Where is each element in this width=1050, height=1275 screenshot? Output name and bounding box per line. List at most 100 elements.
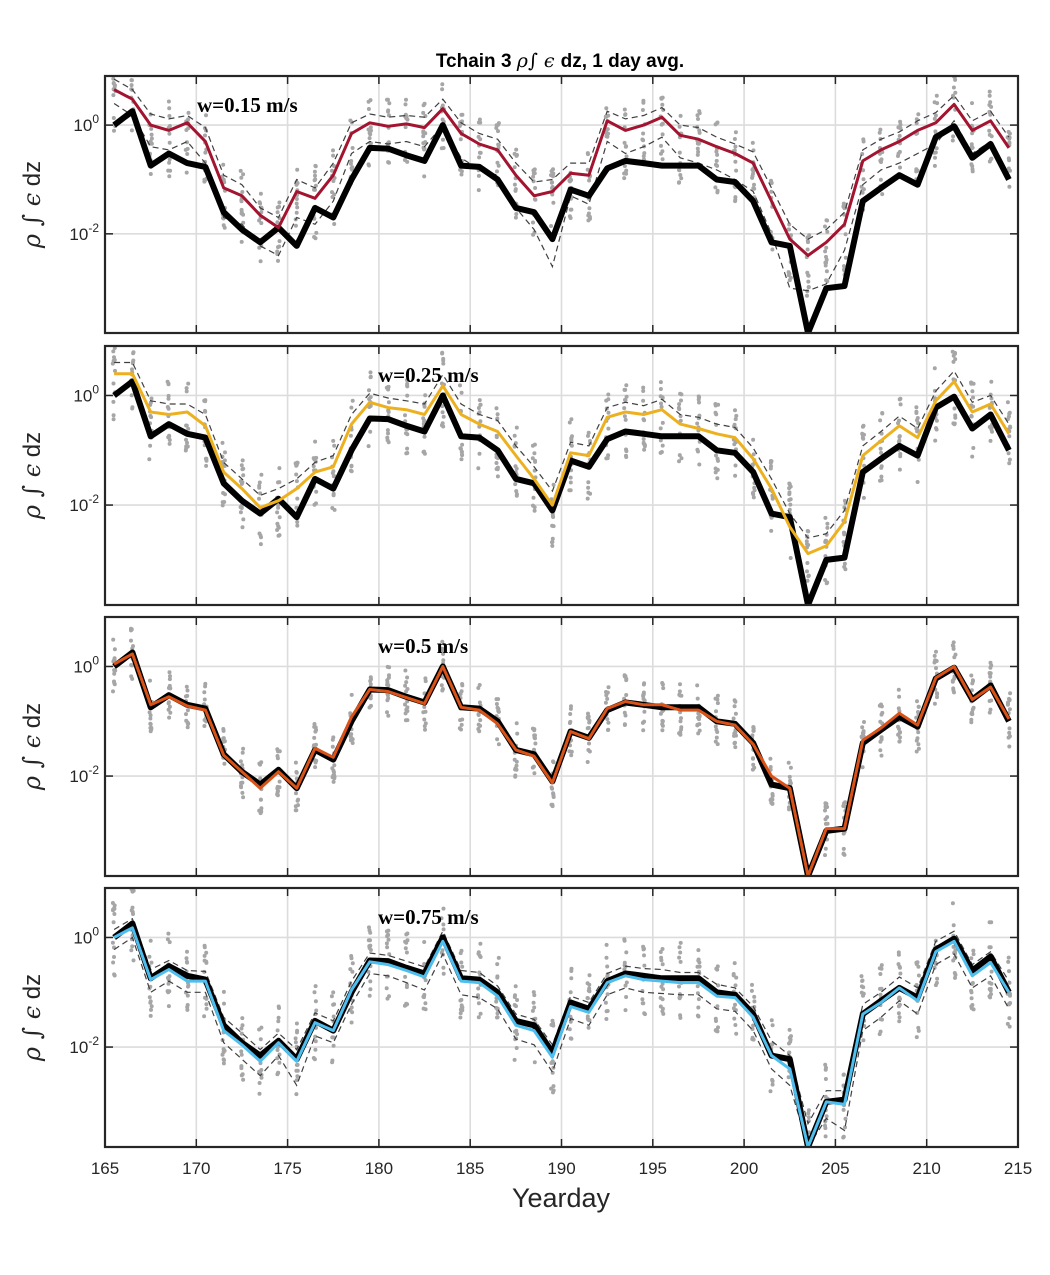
panel-1: 100 10-2 ρ ∫ ϵ dz w=0.15 m/s bbox=[18, 74, 1020, 335]
sample-point bbox=[385, 428, 390, 433]
sample-point bbox=[167, 441, 172, 446]
sample-point bbox=[622, 674, 627, 679]
sample-point bbox=[550, 543, 555, 548]
sample-point bbox=[623, 387, 628, 392]
sample-point bbox=[239, 1031, 244, 1036]
y-tick-label: 100 bbox=[73, 382, 99, 405]
sample-point bbox=[531, 1000, 536, 1005]
sample-point bbox=[494, 999, 499, 1004]
sample-point bbox=[971, 1007, 976, 1012]
sample-point bbox=[513, 215, 518, 220]
sample-point bbox=[642, 719, 647, 724]
sample-point bbox=[532, 451, 537, 456]
sample-point bbox=[714, 412, 719, 417]
sample-point bbox=[294, 201, 299, 206]
sample-point bbox=[989, 379, 994, 384]
sample-point bbox=[405, 393, 410, 398]
sample-point bbox=[897, 435, 902, 439]
sample-point bbox=[678, 113, 683, 118]
sample-point bbox=[897, 964, 902, 969]
sample-point bbox=[732, 961, 737, 966]
sample-point bbox=[294, 197, 299, 201]
sample-point bbox=[440, 639, 445, 644]
y-axis-label: ρ ∫ ϵ dz bbox=[18, 161, 46, 249]
sample-point bbox=[276, 1019, 281, 1024]
sample-point bbox=[277, 779, 282, 784]
sample-point bbox=[896, 952, 901, 957]
sample-point bbox=[769, 181, 774, 185]
sample-point bbox=[222, 1048, 227, 1053]
sample-point bbox=[953, 975, 957, 980]
sample-point bbox=[202, 958, 207, 963]
sample-point bbox=[275, 1056, 280, 1061]
sample-point bbox=[459, 172, 464, 177]
sample-point bbox=[733, 144, 738, 149]
sample-point bbox=[658, 394, 663, 399]
sample-point bbox=[916, 710, 920, 714]
sample-point bbox=[659, 122, 664, 127]
sample-point bbox=[713, 724, 718, 729]
sample-point bbox=[859, 990, 864, 995]
sample-point bbox=[677, 168, 681, 172]
sample-point bbox=[202, 724, 207, 728]
sample-point bbox=[768, 765, 773, 769]
sample-point bbox=[496, 955, 501, 960]
sample-point bbox=[569, 417, 574, 422]
sample-point bbox=[111, 637, 116, 642]
sample-point bbox=[987, 89, 992, 94]
sample-point bbox=[715, 967, 720, 972]
sample-point bbox=[111, 413, 116, 418]
sample-point bbox=[623, 983, 628, 988]
sample-point bbox=[659, 955, 664, 960]
sample-point bbox=[603, 114, 608, 119]
sample-point bbox=[386, 385, 390, 390]
sample-point bbox=[494, 461, 499, 465]
sample-point bbox=[422, 404, 427, 409]
sample-point bbox=[715, 188, 720, 193]
sample-point bbox=[257, 808, 262, 813]
sample-point bbox=[896, 154, 900, 158]
sample-point bbox=[387, 160, 391, 165]
sample-point bbox=[257, 200, 262, 205]
sample-point bbox=[202, 953, 207, 958]
sample-point bbox=[806, 529, 811, 534]
sample-point bbox=[222, 1001, 226, 1006]
sample-point bbox=[807, 1166, 811, 1170]
sample-point bbox=[768, 466, 773, 471]
sample-point bbox=[896, 687, 901, 692]
sample-point bbox=[604, 1009, 609, 1014]
sample-point bbox=[403, 718, 408, 723]
sample-point bbox=[622, 107, 627, 112]
sample-point bbox=[240, 763, 245, 768]
sample-point bbox=[167, 157, 172, 162]
sample-point bbox=[586, 480, 591, 485]
sample-point bbox=[914, 1035, 919, 1040]
sample-point bbox=[166, 700, 171, 705]
sample-point bbox=[111, 81, 116, 86]
sample-point bbox=[112, 647, 117, 652]
sample-point bbox=[896, 706, 901, 711]
sample-point bbox=[1006, 959, 1011, 964]
sample-point bbox=[896, 421, 900, 426]
sample-point bbox=[1006, 700, 1010, 705]
sample-point bbox=[804, 539, 809, 544]
sample-point bbox=[806, 1108, 811, 1113]
sample-point bbox=[167, 124, 172, 128]
sample-point bbox=[660, 728, 665, 733]
sample-point bbox=[186, 426, 191, 431]
sample-point bbox=[476, 727, 481, 731]
sample-point bbox=[549, 173, 553, 178]
sample-point bbox=[824, 260, 829, 265]
sample-point bbox=[131, 337, 135, 341]
sample-point bbox=[641, 696, 646, 701]
sample-point bbox=[624, 980, 629, 985]
sample-point bbox=[421, 1006, 426, 1011]
sample-point bbox=[204, 463, 209, 468]
sample-point bbox=[496, 709, 501, 714]
sample-point bbox=[221, 491, 226, 495]
sample-point bbox=[715, 152, 720, 157]
sample-point bbox=[823, 1123, 827, 1128]
sample-point bbox=[293, 1036, 298, 1041]
sample-point bbox=[259, 1025, 264, 1030]
sample-point bbox=[1006, 156, 1011, 161]
